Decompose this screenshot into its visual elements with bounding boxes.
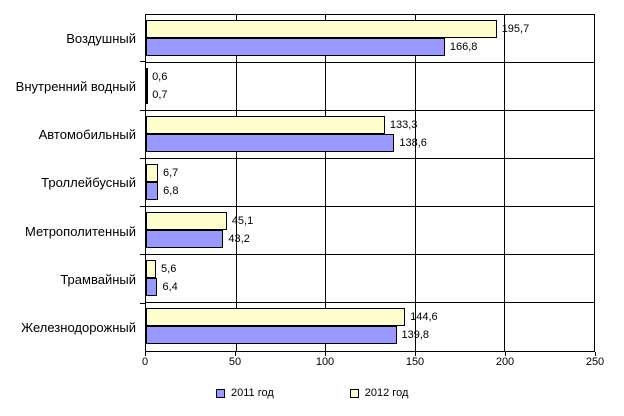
legend-label: 2012 год [364,387,409,399]
bar-value-label: 5,6 [161,263,177,275]
x-axis-tick-label: 100 [315,356,335,368]
bar-2011-год [146,182,159,200]
category-row: 133,3 138,6 [146,111,594,159]
bar-value-label: 139,8 [401,329,430,341]
bar-value-label: 138,6 [399,137,427,149]
x-gridline [235,15,237,351]
legend-swatch-icon [349,389,359,398]
x-axis-tick-label: 200 [495,356,515,368]
category-axis-tick [140,303,145,304]
legend: 2011 год 2012 год [216,387,408,400]
category-axis-tick [140,206,145,207]
category-separator [146,254,594,255]
x-axis-tick [235,352,236,356]
category-label: Внутренний водный [15,78,136,94]
x-axis-tick-label: 250 [585,356,605,368]
x-axis-tick-label: 150 [405,356,425,368]
category-separator [146,109,594,111]
category-row: 5,6 6,4 [146,255,594,303]
x-axis-tick [325,352,326,356]
bar-2011-год [146,38,445,56]
legend-item: 2011 год [216,387,274,400]
bar-2012-год [146,68,148,86]
bar-2011-год [146,278,158,296]
bar-value-label: 0,6 [152,71,168,83]
bar-2012-год [146,212,227,230]
bar-value-label: 45,1 [231,215,254,227]
bar-value-label: 6,7 [163,167,179,179]
bar-2011-год [146,134,395,152]
category-row: 6,7 6,8 [146,159,594,207]
category-label: Железнодорожный [21,320,136,336]
bar-2011-год [146,326,397,344]
category-row: 0,6 0,7 [146,63,594,111]
category-axis-tick [140,110,145,111]
bar-value-label: 43,2 [228,233,250,245]
category-separator [146,61,594,63]
x-gridline [504,15,506,351]
bar-value-label: 6,8 [163,185,179,197]
bar-value-label: 6,4 [162,281,178,293]
category-label: Автомобильный [38,127,136,143]
bar-2012-год [146,20,497,38]
x-axis-tick-labels: 0 50 100 150 200 250 [141,355,604,369]
bar-value-label: 144,6 [410,311,438,323]
category-row: 195,7 166,8 [146,15,594,63]
legend-item: 2012 год [349,387,409,400]
plot-area: 195,7 166,8 0,6 0,7 133,3 138,6 6,7 6,8 45,1 43,2… [145,14,595,352]
bar-value-label: 195,7 [501,23,530,35]
bar-2011-год [146,230,224,248]
category-separator [146,205,594,207]
bar-value-label: 166,8 [449,41,478,53]
category-label: Троллейбусный [41,175,136,191]
x-axis-tick-label: 50 [228,356,242,368]
category-row: 45,1 43,2 [146,207,594,255]
x-axis-tick [145,352,146,356]
category-axis-tick [140,254,145,255]
category-label: Трамвайный [60,272,136,288]
category-separator [146,158,594,159]
category-axis-labels: Воздушный Внутренний водный Автомобильный Т… [0,14,140,352]
x-axis-tick [505,352,506,356]
x-axis-tick-label: 0 [141,356,149,368]
category-label: Воздушный [66,30,136,46]
category-label: Метрополитенный [24,223,136,239]
bar-value-label: 0,7 [152,89,168,101]
x-gridline [325,15,327,351]
bar-2011-год [146,86,148,104]
x-axis-tick [595,352,596,356]
x-axis-tick [415,352,416,356]
category-separator [146,302,594,303]
category-axis-tick [140,61,145,62]
legend-label: 2011 год [231,387,274,399]
category-axis-tick [140,158,145,159]
x-gridline [414,15,416,351]
bar-2012-год [146,260,157,278]
bar-2012-год [146,308,406,326]
bar-2012-год [146,116,385,134]
legend-swatch-icon [216,389,225,398]
category-row: 144,6 139,8 [146,303,594,351]
bar-value-label: 133,3 [389,119,418,131]
bar-2012-год [146,164,158,182]
